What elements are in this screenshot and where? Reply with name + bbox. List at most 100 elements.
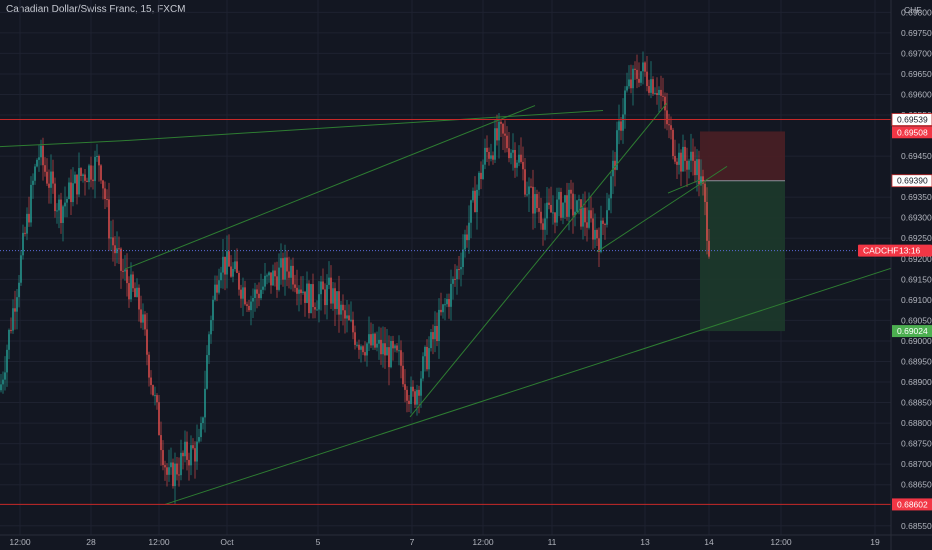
candle-body [138, 287, 140, 310]
candle-body [120, 248, 122, 271]
candle-body [312, 284, 314, 308]
currency-label: CHF [904, 5, 921, 15]
trendline[interactable] [119, 109, 604, 142]
candle-body [378, 339, 380, 344]
candle-body [354, 332, 356, 345]
candle-body [140, 309, 142, 323]
trendline[interactable] [667, 179, 701, 194]
candle-body [460, 267, 462, 270]
candle-body [648, 86, 650, 93]
candle-body [80, 168, 82, 176]
candle-body [494, 128, 496, 160]
candle-body [622, 114, 624, 131]
candle-body [326, 284, 328, 306]
candle-body [224, 256, 226, 275]
candle-body [260, 289, 262, 299]
candle-body [610, 176, 612, 199]
candle-body [212, 299, 214, 321]
candle-body [236, 261, 238, 273]
candle-body [654, 93, 656, 95]
candle-body [232, 269, 234, 277]
y-tick-label: 0.68900 [901, 377, 932, 387]
candle-body [676, 161, 678, 165]
stop-loss-zone[interactable] [700, 131, 785, 181]
y-tick-label: 0.69350 [901, 192, 932, 202]
candle-body [200, 423, 202, 438]
candle-body [498, 121, 500, 141]
candle-body [66, 198, 68, 203]
candle-body [368, 334, 370, 344]
candle-body [540, 211, 542, 224]
candle-body [552, 212, 554, 214]
candle-body [670, 125, 672, 130]
grid [0, 0, 931, 535]
candle-body [62, 206, 64, 224]
trendline[interactable] [0, 140, 121, 148]
candle-body [396, 345, 398, 351]
candle-body [276, 276, 278, 290]
candle-body [108, 199, 110, 239]
candle-body [112, 237, 114, 246]
candle-body [464, 234, 466, 250]
candle-body [308, 283, 310, 314]
candle-body [322, 281, 324, 290]
candle-body [692, 151, 694, 161]
y-tick-label: 0.68800 [901, 418, 932, 428]
candle-body [616, 130, 618, 170]
candle-body [394, 345, 396, 349]
candle-body [286, 257, 288, 272]
candle-body [538, 208, 540, 212]
symbol-price-badge[interactable] [858, 244, 932, 257]
y-tick-label: 0.69600 [901, 89, 932, 99]
price-axis: 0.698000.697500.697000.696500.696000.695… [901, 5, 932, 531]
candle-body [510, 152, 512, 159]
candle-body [392, 341, 394, 349]
x-tick-label: Oct [220, 537, 234, 547]
candle-body [182, 452, 184, 457]
candle-body [376, 343, 378, 348]
candle-body [64, 202, 66, 207]
candle-body [704, 183, 706, 202]
candle-body [514, 149, 516, 168]
candle-body [230, 266, 232, 277]
take-profit-zone[interactable] [700, 180, 785, 332]
candle-body [100, 165, 102, 181]
candle-body [462, 249, 464, 268]
candle-body [626, 86, 628, 91]
y-tick-label: 0.69150 [901, 274, 932, 284]
candle-body [448, 299, 450, 307]
candle-body [522, 161, 524, 170]
candle-body [254, 289, 256, 299]
candle-body [556, 199, 558, 223]
price-tag-bg [891, 113, 932, 126]
candle-body [526, 194, 528, 196]
candle-body [284, 257, 286, 280]
candle-body [546, 202, 548, 219]
candle-body [582, 207, 584, 227]
y-tick-label: 0.69050 [901, 315, 932, 325]
candle-body [252, 298, 254, 302]
candle-body [300, 289, 302, 294]
candle-body [244, 287, 246, 305]
price-tag-label: 0.69024 [897, 326, 928, 336]
candle-body [124, 269, 126, 272]
candle-body [578, 199, 580, 201]
candle-body [16, 297, 18, 312]
candle-body [36, 159, 38, 167]
time-axis: 12:00 28 12:00 Oct 5 7 12:00 11 13 14 12:00 19 [9, 537, 880, 547]
trendline[interactable] [596, 165, 728, 253]
candle-body [372, 333, 374, 346]
trendline[interactable] [409, 102, 668, 418]
candle-body [652, 79, 654, 94]
candle-body [408, 400, 410, 404]
candle-body [664, 96, 666, 111]
x-tick-label: 12:00 [770, 537, 792, 547]
trendline[interactable] [124, 105, 536, 270]
candle-body [42, 145, 44, 166]
candle-body [634, 68, 636, 70]
candle-body [24, 232, 26, 234]
candle-body [558, 191, 560, 200]
trendline[interactable] [164, 266, 896, 505]
candle-body [452, 278, 454, 284]
